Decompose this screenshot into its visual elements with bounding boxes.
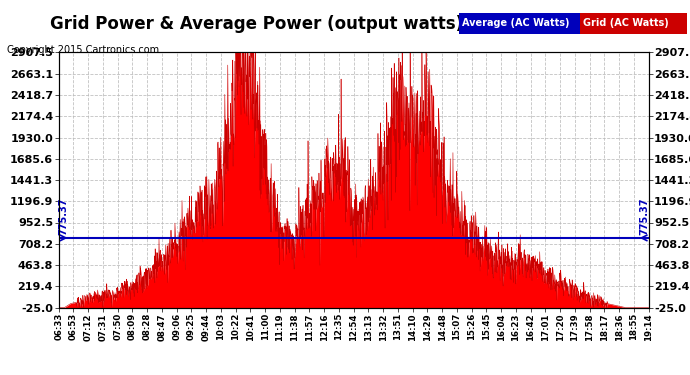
Text: Copyright 2015 Cartronics.com: Copyright 2015 Cartronics.com (7, 45, 159, 55)
Text: Average (AC Watts): Average (AC Watts) (462, 18, 570, 28)
Text: Grid Power & Average Power (output watts)  Sun Aug 30 19:29: Grid Power & Average Power (output watts… (50, 15, 640, 33)
Text: 775.37: 775.37 (639, 198, 649, 235)
Text: Grid (AC Watts): Grid (AC Watts) (583, 18, 669, 28)
Text: 775.37: 775.37 (58, 198, 68, 235)
